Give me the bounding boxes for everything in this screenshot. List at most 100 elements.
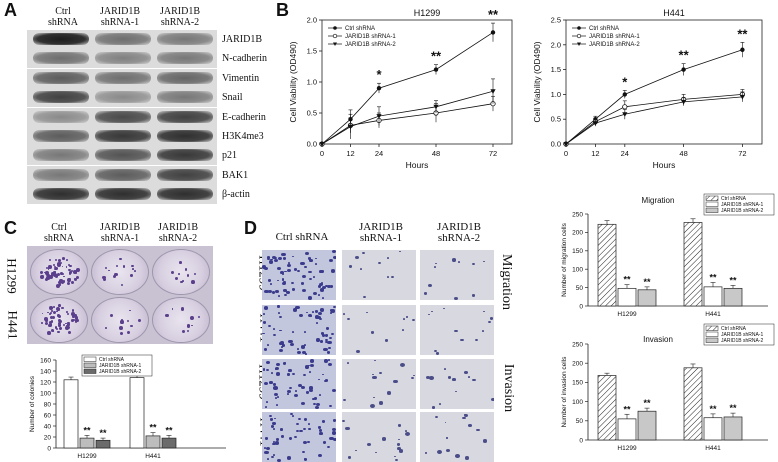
colony-dot (48, 259, 51, 262)
stained-cell (482, 260, 485, 263)
colony-dot (51, 272, 55, 276)
colony-dot (54, 259, 58, 262)
colony-dot (180, 307, 185, 311)
stained-cell (299, 313, 303, 317)
stained-cell (274, 258, 279, 263)
stained-cell (434, 349, 438, 353)
colony-dot (71, 319, 74, 322)
chart-title: H1299 (414, 8, 441, 18)
stained-cell (313, 291, 318, 296)
colony-dot (75, 268, 80, 272)
y-tick-label: 50 (576, 418, 584, 425)
transwell-micrograph (342, 305, 416, 355)
colony-dot (134, 270, 137, 273)
colony-dot (137, 319, 141, 323)
stained-cell (327, 445, 331, 449)
colony-dot (54, 274, 59, 278)
significance-mark: ** (729, 403, 737, 413)
transwell-micrograph (262, 359, 336, 409)
stained-cell (287, 264, 292, 268)
stained-cell (300, 261, 305, 266)
colony-dot (44, 277, 48, 281)
colony-dot (67, 331, 71, 335)
stained-cell (286, 291, 290, 295)
colony-dot (57, 330, 61, 334)
stained-cell (378, 371, 382, 374)
stained-cell (472, 378, 476, 382)
legend-label: JARID1B shRNA-2 (99, 369, 141, 375)
series-line (565, 96, 743, 145)
stained-cell (276, 458, 281, 462)
colony-dot (47, 274, 50, 278)
stained-cell (295, 429, 300, 433)
stained-cell (283, 257, 287, 261)
blot-row (27, 49, 217, 69)
stained-cell (489, 316, 494, 320)
stained-cell (263, 382, 268, 386)
stained-cell (303, 330, 307, 333)
colony-dot (184, 268, 188, 271)
transwell-micrograph (420, 250, 494, 300)
colony-bar-chart: 0 20 40 60 80 100 120 140 160 Number of colonies *… (29, 354, 226, 460)
colony-dot (71, 315, 74, 318)
colony-dot (52, 316, 56, 320)
colony-dot (50, 316, 53, 319)
stained-cell (328, 346, 331, 349)
colony-dot (69, 264, 73, 268)
stained-cell (274, 441, 279, 445)
stained-cell (329, 436, 334, 441)
stained-cell (274, 393, 279, 397)
stained-cell (327, 341, 332, 345)
bar (597, 223, 617, 307)
colony-col-shrna1: JARID1B shRNA-1 (99, 222, 140, 244)
stained-cell (412, 318, 415, 321)
stained-cell (327, 359, 331, 362)
stained-cell (311, 310, 315, 313)
colony-dot (57, 258, 61, 262)
colony-dot (197, 316, 200, 319)
colony-dish (152, 249, 210, 295)
colony-dish (152, 297, 210, 343)
blot-col-shrna2: JARID1B shRNA-2 (159, 6, 200, 28)
stained-cell (308, 364, 311, 367)
stained-cell (482, 439, 488, 443)
stained-cell (308, 428, 311, 431)
stained-cell (315, 402, 321, 407)
stained-cell (287, 389, 292, 393)
colony-row-h1299: H1299 (4, 258, 20, 294)
stained-cell (276, 305, 280, 308)
stained-cell (312, 275, 316, 278)
x-tick-label: 24 (621, 149, 629, 158)
stained-cell (307, 314, 312, 318)
stained-cell (297, 417, 302, 421)
stained-cell (307, 423, 310, 425)
significance-mark: ** (737, 26, 748, 41)
stained-cell (292, 255, 295, 258)
stained-cell (426, 375, 431, 379)
colony-dot (131, 264, 134, 268)
stained-cell (412, 374, 415, 377)
y-tick-label: 200 (572, 361, 583, 368)
blot-row (27, 88, 217, 108)
stained-cell (425, 452, 428, 454)
colony-dot (45, 319, 49, 323)
stained-cell (268, 260, 274, 264)
colony-dot (191, 280, 195, 284)
stained-cell (292, 308, 298, 312)
x-category-label: H441 (705, 311, 721, 318)
stained-cell (303, 418, 308, 421)
stained-cell (476, 428, 480, 432)
colony-dot (51, 307, 53, 309)
legend-swatch (705, 195, 719, 201)
legend-marker (333, 26, 337, 30)
x-category-label: H441 (705, 445, 721, 452)
stained-cell (275, 362, 280, 366)
data-point (563, 142, 569, 147)
stained-cell (443, 368, 447, 371)
stained-cell (288, 339, 293, 344)
stained-cell (272, 454, 276, 457)
stained-cell (266, 344, 269, 347)
stained-cell (324, 284, 328, 288)
stained-cell (355, 449, 358, 452)
blot-label: β-actin (222, 189, 250, 201)
